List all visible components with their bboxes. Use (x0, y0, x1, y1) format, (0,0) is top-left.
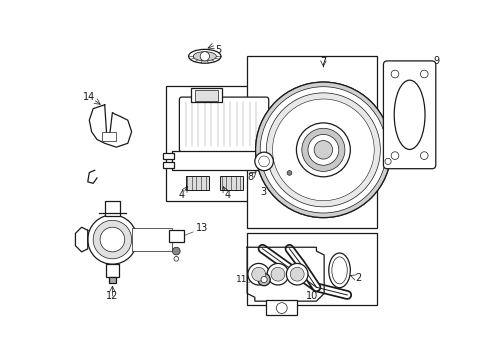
Text: 5: 5 (215, 45, 222, 55)
Circle shape (313, 141, 332, 159)
Circle shape (100, 227, 124, 252)
Circle shape (390, 70, 398, 78)
FancyBboxPatch shape (179, 97, 268, 152)
Text: 12: 12 (106, 291, 119, 301)
Bar (163, 162, 174, 168)
Bar (190, 88, 221, 102)
Text: 2: 2 (354, 273, 361, 283)
Circle shape (272, 99, 373, 201)
Circle shape (255, 82, 390, 217)
Text: 8: 8 (246, 172, 253, 182)
Ellipse shape (331, 257, 346, 284)
Bar (185, 176, 208, 190)
Bar (108, 276, 116, 283)
Text: 4: 4 (178, 190, 184, 200)
Ellipse shape (393, 80, 424, 149)
Circle shape (266, 93, 380, 207)
Circle shape (290, 267, 304, 281)
Text: 14: 14 (83, 92, 95, 102)
Circle shape (286, 264, 307, 285)
Circle shape (261, 88, 384, 211)
Circle shape (254, 152, 273, 171)
Bar (131, 228, 172, 251)
Circle shape (255, 82, 390, 217)
Text: 1: 1 (274, 304, 281, 314)
Bar (168, 230, 183, 242)
Bar (194, 90, 218, 101)
Text: 13: 13 (195, 223, 207, 233)
Bar (220, 176, 243, 190)
Circle shape (258, 156, 269, 167)
Circle shape (87, 215, 137, 264)
Bar (106, 264, 118, 276)
Circle shape (257, 274, 270, 286)
Text: 9: 9 (432, 56, 439, 66)
Bar (104, 201, 120, 216)
Text: 10: 10 (305, 291, 317, 301)
Bar (102, 132, 116, 141)
Circle shape (251, 267, 265, 281)
Circle shape (200, 52, 209, 61)
FancyBboxPatch shape (383, 61, 435, 169)
Text: 4: 4 (224, 190, 230, 200)
Circle shape (270, 98, 375, 202)
Circle shape (296, 123, 349, 177)
Text: 3: 3 (260, 187, 266, 197)
Circle shape (276, 303, 286, 314)
Text: 11: 11 (235, 275, 246, 284)
Bar (264, 156, 276, 165)
Circle shape (307, 134, 338, 165)
Text: 7: 7 (320, 58, 326, 67)
Bar (246, 56, 376, 228)
Circle shape (93, 220, 131, 259)
Bar (163, 153, 174, 159)
Circle shape (266, 264, 288, 285)
Ellipse shape (188, 49, 221, 63)
Circle shape (270, 267, 285, 281)
Ellipse shape (193, 52, 216, 61)
Circle shape (172, 247, 180, 255)
Bar (172, 151, 264, 170)
Circle shape (247, 264, 269, 285)
Circle shape (286, 171, 291, 175)
Bar (246, 233, 376, 305)
Ellipse shape (328, 253, 349, 288)
Circle shape (384, 158, 390, 165)
Circle shape (420, 70, 427, 78)
Circle shape (390, 152, 398, 159)
Circle shape (260, 87, 386, 213)
Bar (266, 300, 297, 315)
Circle shape (261, 276, 266, 283)
Bar (166, 86, 270, 201)
Circle shape (174, 256, 178, 261)
Circle shape (420, 152, 427, 159)
Circle shape (301, 128, 344, 171)
